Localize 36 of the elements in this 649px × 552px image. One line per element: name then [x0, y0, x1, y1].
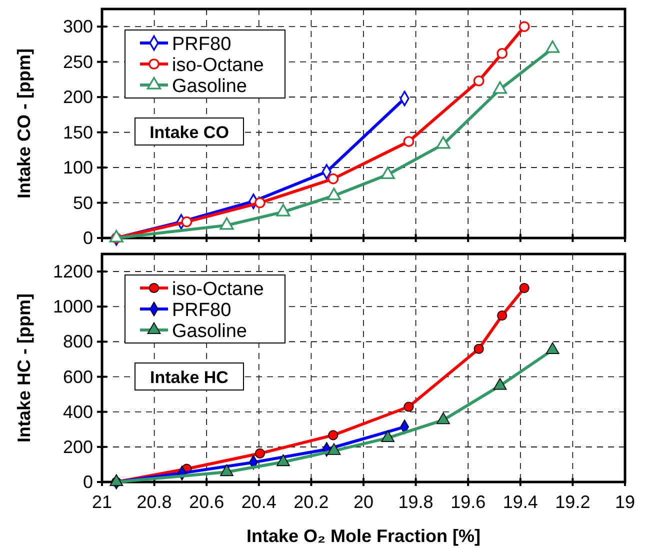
- x-tick-label: 19.8: [398, 492, 434, 512]
- x-tick-label: 20.8: [136, 492, 172, 512]
- y-tick-label: 250: [62, 52, 93, 72]
- y-tick-label: 800: [62, 332, 93, 352]
- x-tick-label: 19.4: [502, 492, 538, 512]
- legend-label: iso-Octane: [172, 279, 264, 300]
- y-tick-label: 0: [82, 472, 93, 492]
- y-tick-label: 100: [62, 158, 93, 178]
- y-tick-label: 0: [82, 228, 93, 248]
- x-tick-label: 20.4: [241, 492, 276, 512]
- x-tick-label: 19: [614, 492, 636, 512]
- y-tick-label: 150: [62, 122, 93, 142]
- x-axis-title: Intake O₂ Mole Fraction [%]: [246, 526, 481, 546]
- legend-label: PRF80: [172, 34, 232, 55]
- y-tick-label: 50: [72, 192, 93, 213]
- y-axis-title: Intake HC - [ppm]: [14, 293, 34, 443]
- annotation: Intake HC: [150, 368, 228, 387]
- y-tick-label: 200: [62, 87, 93, 108]
- legend-label: Gasoline: [172, 76, 247, 97]
- x-tick-label: 20.6: [189, 492, 224, 512]
- annotation: Intake CO: [150, 123, 229, 142]
- x-tick-label: 20: [353, 492, 374, 512]
- y-tick-label: 200: [62, 436, 93, 457]
- y-tick-label: 300: [62, 16, 93, 37]
- legend-label: Gasoline: [172, 321, 247, 342]
- y-tick-label: 400: [62, 402, 93, 422]
- y-tick-label: 600: [62, 366, 93, 387]
- x-tick-label: 20.2: [294, 492, 329, 512]
- x-tick-label: 19.2: [555, 492, 590, 512]
- x-tick-label: 21: [92, 492, 112, 512]
- y-axis-title: Intake CO - [ppm]: [14, 48, 34, 199]
- legend-label: PRF80: [172, 300, 232, 321]
- x-tick-label: 19.6: [450, 492, 486, 512]
- legend-label: iso-Octane: [172, 55, 264, 76]
- y-tick-label: 1200: [52, 262, 93, 282]
- y-tick-label: 1000: [52, 296, 93, 317]
